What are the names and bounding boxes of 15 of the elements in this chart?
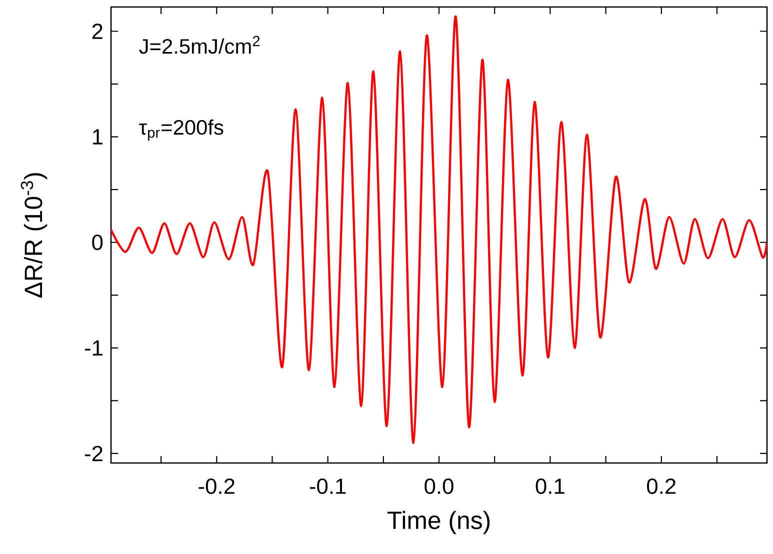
y-tick-label: 1 (92, 129, 102, 144)
x-tick-label: 0.1 (536, 478, 564, 494)
y-tick-label: -1 (84, 340, 102, 356)
y-tick-label: -2 (84, 446, 102, 462)
annotation: J=2.5mJ/cm$^{2}$ (139, 36, 260, 54)
x-tick-label: 0.0 (424, 478, 454, 494)
x-axis-title: Time (ns) (387, 510, 490, 534)
y-tick-label: 2 (92, 24, 102, 39)
y-tick-label: 0 (92, 234, 103, 250)
x-tick-label: -0.1 (310, 478, 346, 494)
x-tick-label: 0.2 (647, 478, 676, 494)
x-tick-label: -0.2 (198, 478, 234, 494)
y-axis-title: ΔR/R (10$^{-3}$) (20, 173, 48, 298)
annotation: τ$_{pr}$=200fs (139, 119, 224, 141)
line-series (111, 15, 768, 444)
